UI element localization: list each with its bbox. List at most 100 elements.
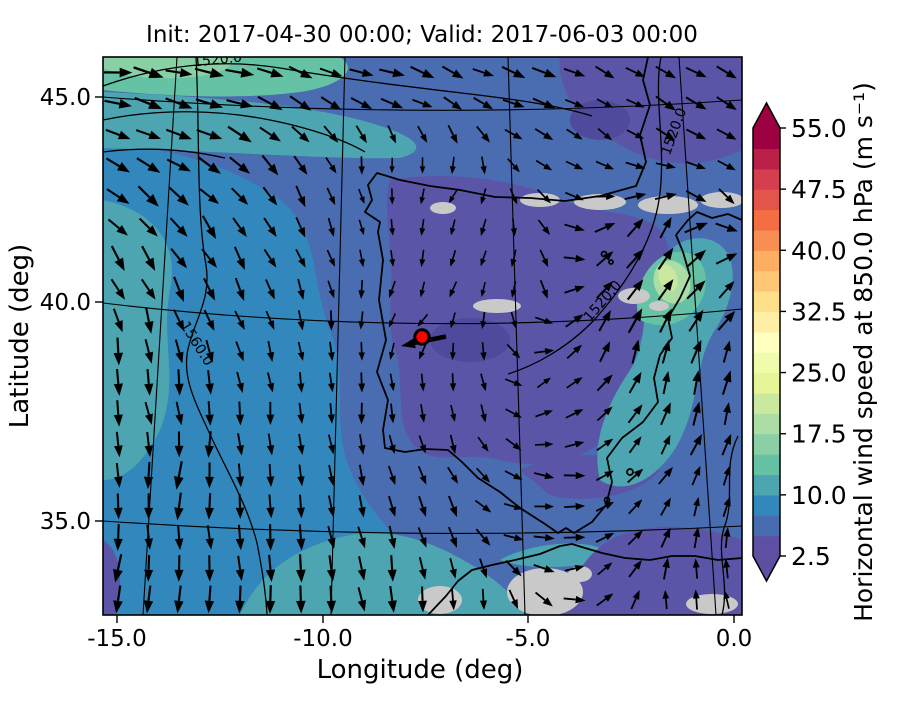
colorbar-segment (753, 454, 780, 475)
colorbar-segment (753, 352, 780, 373)
colorbar-segment (753, 332, 780, 353)
wind-arrow (564, 598, 576, 599)
colorbar-tick-label: 25.0 (791, 359, 847, 388)
wind-arrow (666, 599, 667, 610)
wind-arrow (362, 311, 363, 321)
colorbar-tick-label: 32.5 (791, 297, 847, 326)
colorbar-segment (753, 393, 780, 414)
colorbar-segment (753, 169, 780, 190)
colorbar-segment (753, 271, 780, 292)
wind-arrow (534, 536, 546, 537)
wind-arrow (727, 568, 728, 579)
y-tick-label: 40.0 (40, 290, 91, 316)
wind-arrow (270, 464, 271, 477)
calm-region (473, 299, 521, 313)
y-axis: 45.0 40.0 35.0 Latitude (deg) (5, 85, 103, 535)
plot-title: Init: 2017-04-30 00:00; Valid: 2017-06-0… (146, 22, 698, 48)
colorbar-label: Horizontal wind speed at 850.0 hPa (m s⁻… (849, 82, 878, 622)
colorbar-segment (753, 434, 780, 455)
wind-arrow (209, 431, 210, 446)
wind-arrow (149, 462, 150, 477)
wind-arrow (178, 369, 179, 384)
wind-arrow (726, 536, 727, 547)
x-axis-label: Longitude (deg) (317, 655, 524, 685)
colorbar-tick-label: 47.5 (791, 175, 847, 204)
colorbar-segment (753, 230, 780, 251)
wind-arrow (452, 589, 453, 601)
colorbar-tick-label: 17.5 (791, 420, 847, 449)
wind-arrow (209, 586, 210, 601)
wind-arrow (240, 586, 241, 601)
y-tick-label: 45.0 (40, 85, 91, 111)
wind-arrow (483, 589, 484, 601)
wind-arrow (269, 495, 270, 508)
x-axis: -15.0 -10.0 -5.0 0.0 Longitude (deg) (87, 615, 752, 685)
colorbar-segment (753, 210, 780, 231)
wind-arrow (300, 495, 301, 508)
x-tick-label: -10.0 (293, 626, 353, 652)
y-axis-label: Latitude (deg) (5, 244, 35, 429)
wind-arrow (209, 401, 210, 415)
wind-arrow (178, 525, 179, 539)
wind-arrow (391, 219, 392, 228)
colorbar-segment (753, 536, 780, 557)
wind-arrow (239, 464, 240, 477)
x-tick-label: 0.0 (716, 626, 753, 652)
wind-arrow (696, 567, 697, 578)
wind-arrow (269, 555, 270, 570)
colorbar-segment (753, 373, 780, 394)
colorbar-segment (753, 495, 780, 516)
colorbar-tick-label: 55.0 (791, 114, 847, 143)
colorbar-tick-label: 40.0 (791, 236, 847, 265)
colorbar-segment (753, 311, 780, 332)
wind-arrow (362, 280, 363, 290)
wind-arrow (564, 257, 576, 258)
wind-arrow (696, 598, 697, 609)
wind-arrow (564, 506, 576, 507)
wind-arrow (147, 525, 148, 539)
wind-arrow (117, 400, 118, 415)
wind-arrow (148, 369, 149, 384)
wind-arrow (300, 524, 301, 538)
y-tick-label: 35.0 (40, 509, 91, 535)
wind-arrow (117, 338, 118, 353)
wind-arrow (118, 524, 119, 539)
calm-region (430, 202, 456, 214)
colorbar-segment (753, 250, 780, 271)
calm-region (700, 192, 744, 208)
wind-arrow (422, 374, 423, 384)
colorbar-segment (753, 189, 780, 210)
x-tick-label: -15.0 (87, 626, 147, 652)
colorbar-segment (753, 291, 780, 312)
wind-arrow (209, 493, 210, 508)
wind-arrow (239, 525, 240, 539)
wind-arrow (453, 157, 454, 167)
wind-arrow (422, 587, 423, 601)
x-tick-label: -5.0 (506, 626, 551, 652)
windspeed-region-darkpurple-center (430, 318, 510, 362)
colorbar-tick-label: 2.5 (791, 542, 831, 571)
wind-arrow (391, 404, 392, 415)
wind-arrow (513, 219, 514, 229)
colorbar-tick-label: 10.0 (791, 481, 847, 510)
wind-arrow (300, 554, 301, 570)
calm-region (418, 586, 462, 614)
colorbar-segment (753, 413, 780, 434)
colorbar-segment (753, 515, 780, 536)
location-marker (415, 330, 429, 344)
wind-arrow (483, 342, 484, 352)
colorbar-segment (753, 474, 780, 495)
wind-arrow (117, 369, 118, 384)
wind-arrow (300, 372, 301, 383)
colorbar-under-arrow (753, 556, 780, 581)
colorbar-segment (753, 148, 780, 169)
wind-arrow (331, 586, 332, 601)
wind-arrow (330, 403, 331, 414)
wind-arrow (391, 555, 392, 570)
colorbar: 2.5 10.0 17.5 25.0 32.5 40.0 47.5 55.0 (753, 103, 847, 581)
wind-arrow (239, 402, 240, 415)
calm-region (649, 301, 669, 311)
